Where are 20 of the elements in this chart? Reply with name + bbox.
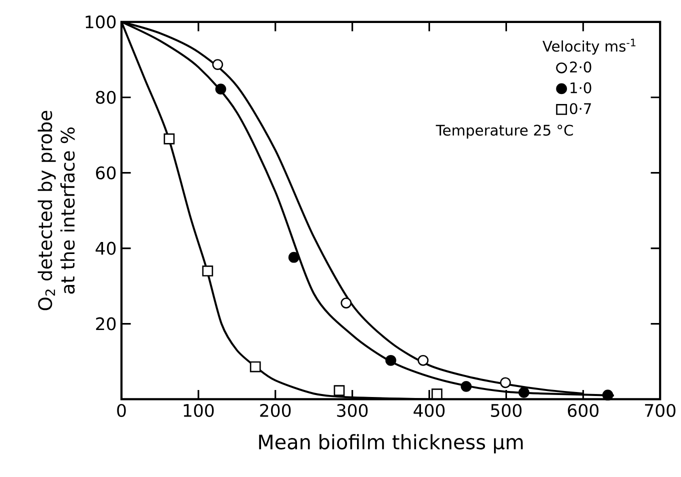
x-tick-label: 400 <box>414 404 445 418</box>
x-tick-label: 100 <box>184 404 214 418</box>
x-tick-label: 500 <box>491 404 522 418</box>
x-tick-label: 0 <box>117 404 126 418</box>
legend-label: 1·0 <box>570 82 592 94</box>
x-tick-label: 200 <box>260 404 291 418</box>
x-axis-title: Mean biofilm thickness µm <box>259 434 523 454</box>
annotation: Temperature 25 °C <box>436 124 573 139</box>
legend-title: Velocity ms$^{-1}$ <box>542 38 636 55</box>
x-tick-label: 600 <box>568 404 598 418</box>
legend-label: 2·0 <box>570 62 592 73</box>
y-tick-label: 100 <box>86 15 116 28</box>
y-tick-label: 80 <box>96 90 116 104</box>
y-tick-label: 20 <box>96 317 116 330</box>
x-tick-label: 300 <box>337 404 368 418</box>
x-tick-label: 700 <box>645 404 676 418</box>
y-axis-title: O$_{2}$ detected by probe at the interface % <box>38 110 75 310</box>
y-tick-label: 40 <box>96 242 116 255</box>
legend-label: 0·7 <box>570 103 591 114</box>
y-tick-label: 60 <box>96 166 116 180</box>
